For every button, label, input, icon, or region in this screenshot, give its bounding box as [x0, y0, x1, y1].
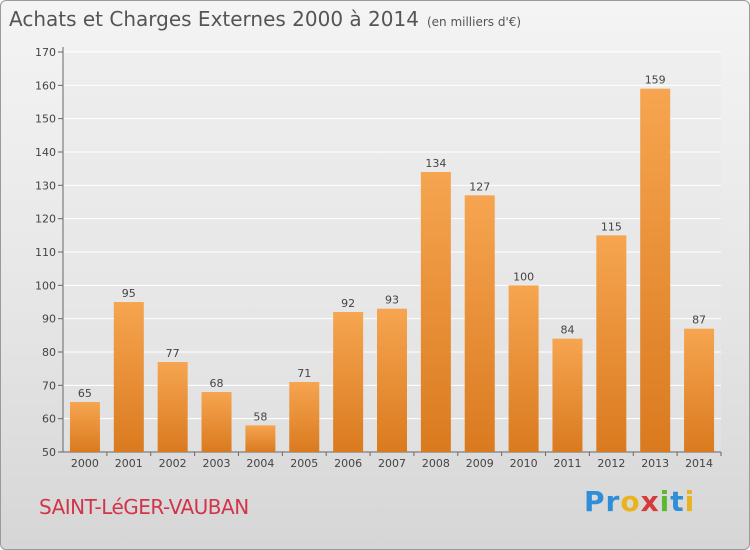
chart-title: Achats et Charges Externes 2000 à 2014	[9, 7, 419, 31]
logo-letter: P	[584, 485, 606, 518]
bar-value-label: 115	[601, 220, 622, 233]
bar	[69, 402, 100, 452]
bar-value-label: 127	[469, 180, 490, 193]
bar	[245, 425, 276, 452]
y-tick-label: 150	[35, 113, 56, 126]
proxiti-logo: Proxiti	[584, 485, 695, 518]
bar-value-label: 159	[645, 74, 666, 87]
x-tick-label: 2013	[641, 457, 669, 470]
bar	[377, 308, 407, 452]
bar-value-label: 134	[425, 157, 446, 170]
bar	[157, 362, 188, 452]
bar	[289, 382, 320, 452]
y-tick-label: 170	[35, 46, 56, 59]
y-tick-label: 80	[42, 346, 56, 359]
x-tick-label: 2001	[115, 457, 143, 470]
x-tick-label: 2012	[597, 457, 625, 470]
bar	[333, 312, 364, 452]
bar	[684, 328, 715, 452]
logo-letter: o	[620, 485, 641, 518]
logo-letter: x	[640, 485, 660, 518]
bar-value-label: 92	[341, 297, 355, 310]
x-tick-label: 2011	[553, 457, 581, 470]
bar-value-label: 93	[385, 294, 399, 307]
logo-letter: i	[659, 485, 671, 518]
bar-value-label: 100	[513, 270, 534, 283]
logo-letter: i	[684, 485, 696, 518]
bar	[640, 88, 671, 453]
x-tick-label: 2014	[685, 457, 713, 470]
x-tick-label: 2008	[422, 457, 450, 470]
logo-letter: t	[670, 485, 685, 518]
y-tick-label: 50	[42, 446, 56, 459]
x-tick-label: 2007	[378, 457, 406, 470]
y-tick-label: 60	[42, 413, 56, 426]
bar-value-label: 77	[166, 347, 180, 360]
bar-value-label: 95	[122, 287, 136, 300]
x-tick-label: 2000	[71, 457, 99, 470]
bar	[420, 172, 451, 452]
y-tick-label: 90	[42, 313, 56, 326]
bar	[596, 235, 627, 452]
x-tick-label: 2004	[246, 457, 274, 470]
y-tick-label: 70	[42, 379, 56, 392]
bar	[508, 285, 539, 452]
bar-value-label: 87	[692, 314, 706, 327]
y-tick-label: 160	[35, 79, 56, 92]
x-tick-label: 2005	[290, 457, 318, 470]
chart-subtitle: (en milliers d'€)	[426, 15, 522, 29]
bar	[113, 302, 144, 452]
bar-value-label: 68	[210, 377, 224, 390]
bar	[552, 338, 583, 452]
y-tick-label: 120	[35, 213, 56, 226]
logo-letter: r	[605, 485, 621, 518]
y-tick-label: 130	[35, 179, 56, 192]
x-tick-label: 2002	[159, 457, 187, 470]
bar-value-label: 84	[560, 324, 574, 337]
x-tick-label: 2003	[203, 457, 231, 470]
y-tick-label: 100	[35, 279, 56, 292]
y-tick-label: 140	[35, 146, 56, 159]
bar-value-label: 65	[78, 387, 92, 400]
chart-title-block: Achats et Charges Externes 2000 à 2014 (e…	[9, 7, 521, 31]
y-tick-label: 110	[35, 246, 56, 259]
bar-value-label: 71	[297, 367, 311, 380]
bar	[201, 392, 232, 452]
bar-value-label: 58	[253, 410, 267, 423]
commune-name: SAINT-LéGER-VAUBAN	[39, 495, 249, 519]
x-tick-label: 2006	[334, 457, 362, 470]
bar	[464, 195, 495, 453]
x-tick-label: 2009	[466, 457, 494, 470]
x-tick-label: 2010	[510, 457, 538, 470]
